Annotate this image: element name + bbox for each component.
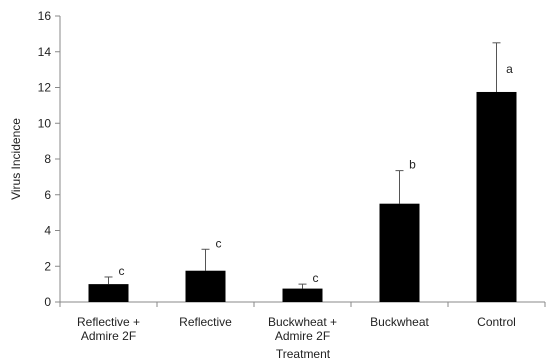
y-tick-label: 6: [44, 188, 51, 202]
y-tick-label: 0: [44, 295, 51, 309]
y-tick-label: 4: [44, 224, 51, 238]
bar: [282, 288, 323, 302]
significance-letter: c: [119, 264, 125, 278]
bar: [379, 203, 420, 302]
y-axis-title: Virus Incidence: [9, 118, 23, 200]
bar: [185, 270, 226, 302]
y-tick-label: 10: [38, 116, 52, 130]
x-category-label: Reflective +: [77, 315, 140, 329]
y-tick-label: 16: [38, 9, 52, 23]
y-axis-title-group: Virus Incidence: [9, 118, 23, 200]
significance-letter: b: [409, 158, 416, 172]
x-category-label: Control: [477, 315, 516, 329]
x-axis-title: Treatment: [276, 347, 331, 361]
x-category-label: Admire 2F: [81, 329, 136, 343]
x-category-label: Buckwheat: [370, 315, 429, 329]
y-tick-label: 8: [44, 152, 51, 166]
y-tick-label: 12: [38, 81, 52, 95]
significance-letter: c: [313, 271, 319, 285]
y-tick-label: 14: [38, 45, 52, 59]
x-category-label: Admire 2F: [275, 329, 330, 343]
significance-letter: a: [506, 62, 513, 76]
bar: [476, 91, 517, 302]
bar: [88, 284, 129, 302]
x-category-label: Buckwheat +: [268, 315, 337, 329]
y-tick-label: 2: [44, 259, 51, 273]
x-category-label: Reflective: [179, 315, 232, 329]
significance-letter: c: [216, 236, 222, 250]
